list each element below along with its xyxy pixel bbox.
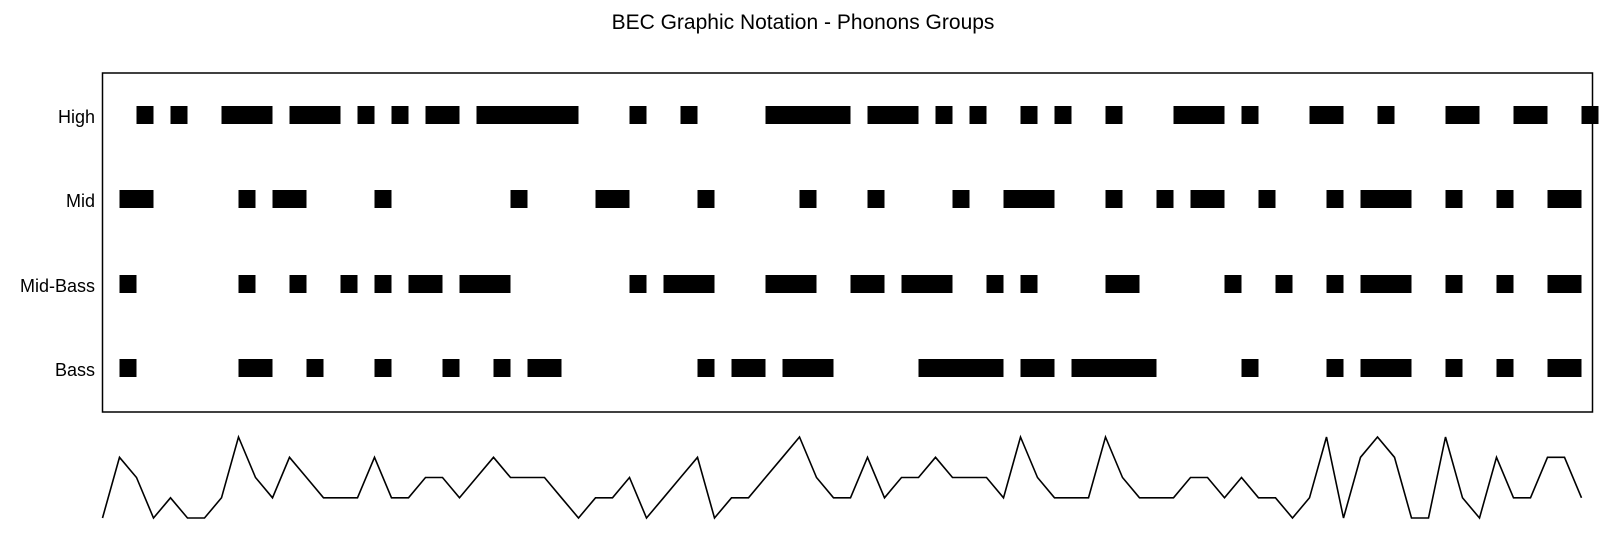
bar-bass-10 bbox=[918, 359, 1004, 377]
bar-mid-3 bbox=[374, 190, 392, 208]
bar-high-10 bbox=[765, 106, 851, 124]
bar-mid-bass-14 bbox=[1105, 275, 1140, 293]
row-labels: High Mid Mid-Bass Bass bbox=[20, 107, 95, 380]
bar-bass-6 bbox=[527, 359, 562, 377]
bar-mid-19 bbox=[1547, 190, 1582, 208]
bar-mid-2 bbox=[272, 190, 307, 208]
bar-mid-bass-5 bbox=[408, 275, 443, 293]
bar-bass-11 bbox=[1020, 359, 1055, 377]
bar-bass-18 bbox=[1547, 359, 1582, 377]
bar-mid-bass-0 bbox=[119, 275, 137, 293]
bar-mid-bass-11 bbox=[901, 275, 953, 293]
contour-line bbox=[101, 434, 1583, 520]
bar-bass-17 bbox=[1496, 359, 1514, 377]
bar-high-16 bbox=[1105, 106, 1123, 124]
bar-mid-14 bbox=[1258, 190, 1276, 208]
bar-mid-bass-9 bbox=[765, 275, 817, 293]
bar-mid-bass-18 bbox=[1360, 275, 1412, 293]
bar-high-2 bbox=[221, 106, 273, 124]
bar-mid-9 bbox=[952, 190, 970, 208]
bar-high-8 bbox=[629, 106, 647, 124]
bar-high-23 bbox=[1581, 106, 1599, 124]
bar-mid-15 bbox=[1326, 190, 1344, 208]
bar-mid-0 bbox=[119, 190, 154, 208]
bar-mid-bass-7 bbox=[629, 275, 647, 293]
bar-high-1 bbox=[170, 106, 188, 124]
bar-bass-0 bbox=[119, 359, 137, 377]
bar-high-0 bbox=[136, 106, 154, 124]
bar-high-19 bbox=[1309, 106, 1344, 124]
bar-mid-13 bbox=[1190, 190, 1225, 208]
bar-bass-2 bbox=[306, 359, 324, 377]
bar-mid-17 bbox=[1445, 190, 1463, 208]
bar-mid-12 bbox=[1156, 190, 1174, 208]
row-label-bass: Bass bbox=[55, 360, 95, 380]
bar-high-11 bbox=[867, 106, 919, 124]
bar-high-22 bbox=[1513, 106, 1548, 124]
row-label-mid-bass: Mid-Bass bbox=[20, 276, 95, 296]
bar-high-20 bbox=[1377, 106, 1395, 124]
bar-high-14 bbox=[1020, 106, 1038, 124]
phonon-bars bbox=[119, 106, 1599, 377]
bar-mid-bass-15 bbox=[1224, 275, 1242, 293]
bar-high-6 bbox=[425, 106, 460, 124]
bar-mid-4 bbox=[510, 190, 528, 208]
bar-bass-15 bbox=[1360, 359, 1412, 377]
bar-mid-bass-17 bbox=[1326, 275, 1344, 293]
bar-high-15 bbox=[1054, 106, 1072, 124]
bar-high-9 bbox=[680, 106, 698, 124]
bar-mid-bass-20 bbox=[1496, 275, 1514, 293]
bar-mid-bass-3 bbox=[340, 275, 358, 293]
bar-high-21 bbox=[1445, 106, 1480, 124]
bar-bass-16 bbox=[1445, 359, 1463, 377]
bar-mid-bass-10 bbox=[850, 275, 885, 293]
bar-mid-8 bbox=[867, 190, 885, 208]
bar-mid-bass-16 bbox=[1275, 275, 1293, 293]
bar-mid-bass-6 bbox=[459, 275, 511, 293]
bar-bass-12 bbox=[1071, 359, 1157, 377]
bar-mid-5 bbox=[595, 190, 630, 208]
chart-title: BEC Graphic Notation - Phonons Groups bbox=[612, 11, 995, 34]
bar-high-3 bbox=[289, 106, 341, 124]
bar-bass-5 bbox=[493, 359, 511, 377]
bar-high-12 bbox=[935, 106, 953, 124]
bar-bass-7 bbox=[697, 359, 715, 377]
bar-mid-bass-13 bbox=[1020, 275, 1038, 293]
bar-mid-7 bbox=[799, 190, 817, 208]
bar-mid-6 bbox=[697, 190, 715, 208]
bar-high-17 bbox=[1173, 106, 1225, 124]
bar-mid-bass-1 bbox=[238, 275, 256, 293]
bar-bass-1 bbox=[238, 359, 273, 377]
bar-high-7 bbox=[476, 106, 579, 124]
bar-high-4 bbox=[357, 106, 375, 124]
bar-mid-bass-2 bbox=[289, 275, 307, 293]
bar-mid-1 bbox=[238, 190, 256, 208]
bar-mid-bass-21 bbox=[1547, 275, 1582, 293]
bar-mid-bass-8 bbox=[663, 275, 715, 293]
bar-mid-10 bbox=[1003, 190, 1055, 208]
bar-high-13 bbox=[969, 106, 987, 124]
bar-bass-9 bbox=[782, 359, 834, 377]
bar-bass-4 bbox=[442, 359, 460, 377]
row-label-mid: Mid bbox=[66, 191, 95, 211]
bar-bass-13 bbox=[1241, 359, 1259, 377]
bar-high-18 bbox=[1241, 106, 1259, 124]
bar-mid-16 bbox=[1360, 190, 1412, 208]
bar-mid-bass-19 bbox=[1445, 275, 1463, 293]
notation-frame bbox=[101, 72, 1594, 413]
bar-bass-14 bbox=[1326, 359, 1344, 377]
bar-mid-bass-12 bbox=[986, 275, 1004, 293]
bar-mid-18 bbox=[1496, 190, 1514, 208]
bar-mid-bass-4 bbox=[374, 275, 392, 293]
bar-bass-8 bbox=[731, 359, 766, 377]
bar-bass-3 bbox=[374, 359, 392, 377]
bar-mid-11 bbox=[1105, 190, 1123, 208]
row-label-high: High bbox=[58, 107, 95, 127]
bar-high-5 bbox=[391, 106, 409, 124]
